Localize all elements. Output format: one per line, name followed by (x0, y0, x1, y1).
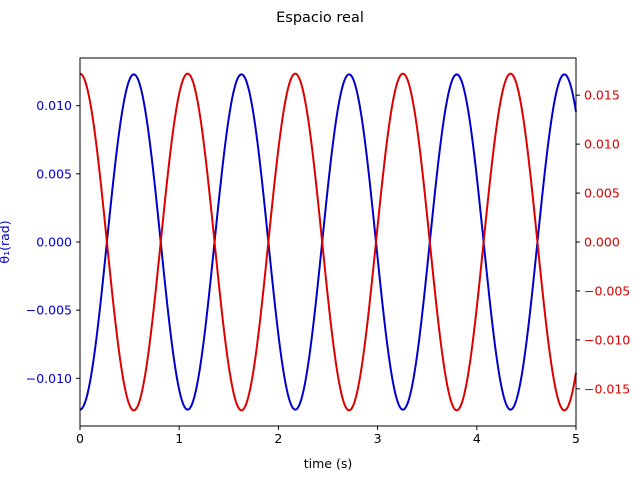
series-layer (79, 72, 577, 412)
y-right-tick-label: −0.005 (584, 283, 630, 298)
x-tick-label: 3 (374, 431, 382, 446)
y-right-tick-label: 0.005 (584, 186, 620, 201)
y-left-tick-label: 0.005 (36, 166, 72, 181)
x-tick-label: 2 (274, 431, 282, 446)
chart-title: Espacio real (276, 10, 364, 26)
y-left-tick-label: 0.000 (36, 235, 72, 250)
y-left-axis-label: θ₁(rad) (0, 220, 12, 263)
y-left-tick-label: 0.010 (36, 98, 72, 113)
y-left-tick-label: −0.010 (26, 371, 72, 386)
x-axis-label: time (s) (304, 456, 352, 471)
series-line-left (79, 73, 577, 411)
x-tick-label: 0 (76, 431, 84, 446)
x-axis: 0 1 2 3 4 5 (76, 426, 580, 446)
y-right-tick-label: 0.010 (584, 137, 620, 152)
series-line-right (79, 72, 577, 412)
plot-frame (79, 57, 577, 427)
x-tick-label: 5 (572, 431, 580, 446)
y-right-tick-label: −0.015 (584, 381, 630, 396)
y-right-tick-label: 0.000 (584, 235, 620, 250)
y-left-tick-label: −0.005 (26, 303, 72, 318)
x-tick-label: 4 (473, 431, 481, 446)
y-right-tick-label: 0.015 (584, 88, 620, 103)
x-tick-label: 1 (175, 431, 183, 446)
y-right-axis: −0.015 −0.010 −0.005 0.000 0.005 0.010 0.015 (576, 88, 630, 396)
y-left-axis: −0.010 −0.005 0.000 0.005 0.010 (26, 98, 80, 386)
y-right-tick-label: −0.010 (584, 332, 630, 347)
